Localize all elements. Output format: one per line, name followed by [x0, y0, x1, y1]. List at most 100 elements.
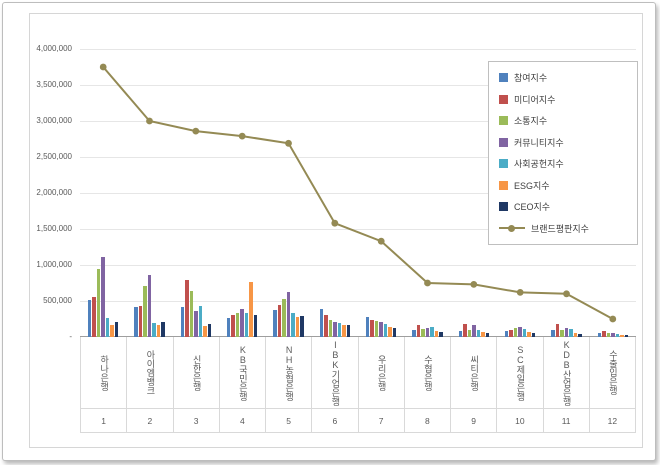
category-label: KB국민은행: [237, 344, 248, 401]
bar: [185, 280, 189, 337]
bar: [114, 321, 119, 337]
bar: [291, 312, 295, 337]
category-label-cell: 신한은행: [174, 337, 220, 408]
category-label: 하나은행: [99, 354, 110, 391]
x-axis-category-labels: 하나은행 아이엠뱅크 신한은행 KB국민은행 NH농협은행 IBK기업은행 우리은행 수협은행…: [80, 337, 636, 409]
category-number: 6: [332, 415, 338, 426]
gridline: [80, 121, 636, 122]
reputation-index-marker: [331, 219, 339, 227]
bar: [342, 325, 346, 337]
bar: [286, 292, 291, 337]
bar-group: [590, 49, 636, 337]
legend-item: ESG지수: [499, 179, 627, 192]
category-label-cell: 하나은행: [81, 337, 128, 408]
legend-item: 소통지수: [499, 114, 627, 127]
category-label-cell: 수협은행: [405, 337, 451, 408]
category-number-cell: 9: [451, 409, 498, 432]
bar: [458, 330, 463, 337]
category-label: IBK기업은행: [330, 339, 341, 406]
bar: [138, 306, 143, 337]
category-label: 우리은행: [376, 354, 387, 391]
legend-label: 브랜드평판지수: [531, 223, 589, 234]
bar: [198, 306, 203, 337]
bar-group: [543, 49, 589, 337]
bar: [481, 332, 485, 337]
category-number-cell: 6: [312, 409, 359, 432]
legend: 참여지수 미디어지수 소통지수 커뮤니티지수 사회공헌지수 ESG지수 CEO지수 브랜드평판…: [488, 61, 638, 245]
bar: [105, 318, 110, 337]
bar-group: [451, 49, 497, 337]
bar: [156, 325, 161, 337]
legend-swatch: [499, 116, 508, 125]
y-tick-label: -: [69, 332, 72, 341]
category-number-cell: 8: [405, 409, 451, 432]
reputation-index-marker: [377, 237, 385, 245]
legend-label: 소통지수: [514, 116, 548, 126]
bar: [374, 321, 379, 337]
bar-group: [219, 49, 265, 337]
bar: [602, 331, 606, 337]
category-number-cell: 1: [81, 409, 128, 432]
bar: [560, 330, 564, 337]
category-label: KDB산업은행: [561, 339, 572, 406]
category-label: 아이엠뱅크: [145, 350, 156, 395]
x-axis-category-numbers: 1 2 3 4 5 6 7 8 9 10 11 12: [80, 409, 636, 433]
bar: [147, 275, 152, 337]
category-label-cell: IBK기업은행: [312, 337, 359, 408]
bar-group: [80, 49, 126, 337]
reputation-index-marker: [192, 127, 200, 135]
bar: [244, 312, 249, 337]
legend-label: 참여지수: [514, 73, 548, 83]
category-number: 8: [425, 415, 430, 426]
bar: [504, 330, 509, 337]
bar: [522, 329, 527, 337]
category-number: 1: [101, 415, 106, 426]
bar: [430, 326, 434, 337]
bar: [346, 325, 351, 337]
bar: [518, 326, 522, 337]
bar: [388, 326, 392, 337]
bar: [620, 334, 624, 337]
y-axis: 4,000,000 3,500,000 3,000,000 2,500,000 2,00…: [32, 44, 76, 349]
legend-label: 사회공헌지수: [514, 159, 564, 169]
plot-area: [80, 49, 636, 337]
bar: [463, 324, 467, 337]
bar: [564, 328, 569, 337]
bar-group: [497, 49, 543, 337]
bar-group: [265, 49, 311, 337]
gridline: [80, 229, 636, 230]
bar: [439, 332, 443, 337]
bar: [412, 329, 416, 337]
legend-swatch: [499, 180, 508, 190]
gridline: [80, 301, 636, 302]
bar: [392, 328, 397, 337]
legend-swatch: [499, 94, 508, 104]
bar: [277, 305, 282, 337]
category-label: NH농협은행: [284, 344, 295, 401]
bar: [249, 282, 253, 337]
bar: [472, 325, 476, 337]
reputation-index-marker: [238, 132, 246, 140]
bar: [92, 296, 96, 337]
category-number: 7: [378, 415, 384, 426]
category-label-cell: KDB산업은행: [544, 337, 590, 408]
y-tick-label: 3,000,000: [36, 116, 72, 125]
category-number: 5: [286, 415, 291, 426]
gridline: [80, 265, 636, 266]
bar: [161, 321, 165, 337]
bar: [253, 314, 258, 337]
chart-page: 4,000,000 3,500,000 3,000,000 2,500,000 2,00…: [2, 2, 656, 461]
legend-swatch: [499, 202, 508, 211]
bar: [624, 334, 629, 337]
bar: [513, 328, 518, 337]
legend-item: 사회공헌지수: [499, 157, 627, 170]
category-number-cell: 10: [497, 409, 544, 432]
bar: [203, 325, 207, 337]
bar: [226, 317, 231, 337]
bar: [324, 314, 328, 337]
bar: [421, 329, 425, 337]
category-label-cell: 수출입은행: [590, 337, 636, 408]
bar: [207, 324, 212, 337]
bar: [101, 257, 105, 337]
bar: [231, 315, 235, 337]
